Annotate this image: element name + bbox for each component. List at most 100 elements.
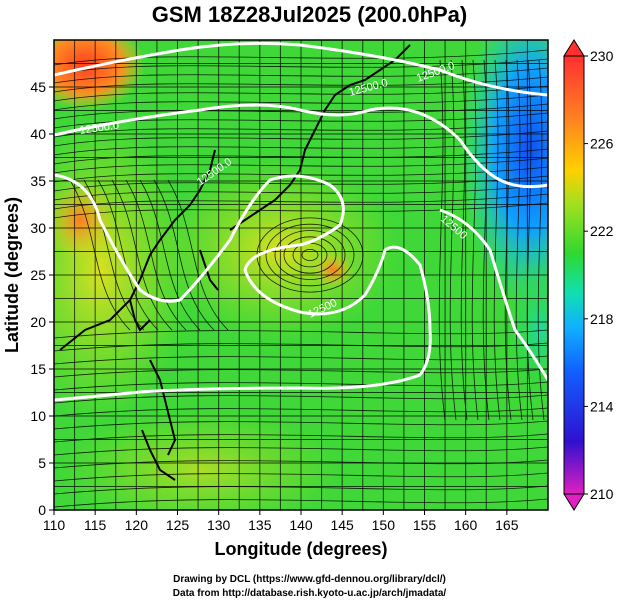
hot-spot-northwest [54,40,145,110]
streamline [54,121,548,138]
x-tick-label: 115 [84,517,107,533]
colorbar-label: 218 [590,311,614,327]
x-tick-label: 150 [372,517,396,533]
x-tick-label: 155 [413,517,437,533]
streamline [54,103,548,120]
streamline [471,59,479,421]
streamline [83,179,145,331]
streamline [54,407,548,417]
y-tick-label: 45 [30,79,46,95]
streamline [537,59,545,421]
cold-region-northeast [460,40,548,310]
streamline [265,223,355,287]
colorbar-bottom-arrow [563,493,585,511]
colorbar-label: 222 [590,223,614,239]
streamline [54,130,548,147]
streamline [301,249,319,261]
streamline [54,112,548,129]
hot-spot-west [54,180,115,260]
y-tick-label: 0 [38,502,46,518]
streamline [54,381,548,391]
contour-label: 12500.0 [79,120,120,137]
streamline [54,139,548,156]
y-tick-label: 40 [30,126,46,142]
y-tick-label: 15 [30,361,46,377]
streamline [54,166,548,183]
streamline [97,179,159,331]
streamline [54,394,548,404]
y-tick-label: 5 [38,455,46,471]
y-tick-label: 35 [30,173,46,189]
x-axis-title: Longitude (degrees) [214,539,387,559]
y-axis-title: Latitude (degrees) [2,197,22,353]
x-tick-label: 165 [495,517,519,533]
x-tick-label: 140 [289,517,313,533]
streamline [449,59,457,421]
colorbar-top-arrow [563,39,585,57]
streamline [54,157,548,174]
colorbar: 230 226 222 218 214 210 [563,39,614,511]
x-tick-label: 125 [166,517,190,533]
streamline [54,94,548,111]
colorbar-label: 214 [590,398,614,414]
streamline [54,433,548,443]
streamline [111,179,173,331]
streamline [54,368,548,378]
x-tick-label: 145 [330,517,354,533]
hot-spot-central [313,252,353,288]
warm-region-south [60,410,340,510]
streamline [54,355,548,365]
x-tick-label: 110 [43,517,66,533]
streamline [125,179,187,331]
x-tick-label: 160 [454,517,478,533]
streamline [54,148,548,165]
streamline [54,420,548,430]
streamline [460,59,468,421]
credit-drawing: Drawing by DCL (https://www.gfd-dennou.o… [173,574,446,585]
x-tick-label: 130 [207,517,231,533]
graticule [54,40,548,510]
streamline [526,59,534,421]
streamline [515,59,523,421]
coastlines [59,44,411,481]
x-axis-ticks: 110 115 120 125 130 135 140 145 150 155 160 165 [43,510,519,533]
colorbar-label: 210 [590,486,614,502]
streamline [54,175,548,192]
streamline [493,59,501,421]
streamline [54,85,548,102]
x-tick-label: 120 [125,517,149,533]
map-title: GSM 18Z28Jul2025 (200.0hPa) [151,2,468,27]
streamline [54,49,548,66]
colorbar-label: 230 [590,48,614,64]
streamlines [54,49,548,508]
y-tick-label: 10 [30,408,46,424]
streamline [54,329,548,339]
streamline [139,179,201,331]
streamline [54,472,548,482]
streamline [54,67,548,84]
contour-lines [54,41,548,402]
streamline [54,184,548,201]
colorbar-label: 226 [590,136,614,152]
y-tick-label: 20 [30,314,46,330]
credit-data-source: Data from http://database.rish.kyoto-u.a… [172,588,447,599]
streamline [274,230,346,280]
streamline [54,485,548,495]
streamline [54,446,548,456]
streamline [54,58,548,75]
y-axis-ticks: 0 5 10 15 20 25 30 35 40 45 [30,79,54,518]
plot-area: 12500.0 12500.0 12500.0 12500.0 12500 12… [54,40,548,510]
colorbar-labels: 230 226 222 218 214 210 [584,48,614,502]
y-tick-label: 25 [30,267,46,283]
streamline [69,179,131,331]
cool-region-east [500,260,548,400]
colorbar-gradient [563,55,585,495]
streamline [54,76,548,93]
streamline [54,202,548,219]
y-tick-label: 30 [30,220,46,236]
streamline [283,236,337,274]
streamline [438,59,446,421]
streamline [153,179,215,331]
streamline [54,498,548,508]
